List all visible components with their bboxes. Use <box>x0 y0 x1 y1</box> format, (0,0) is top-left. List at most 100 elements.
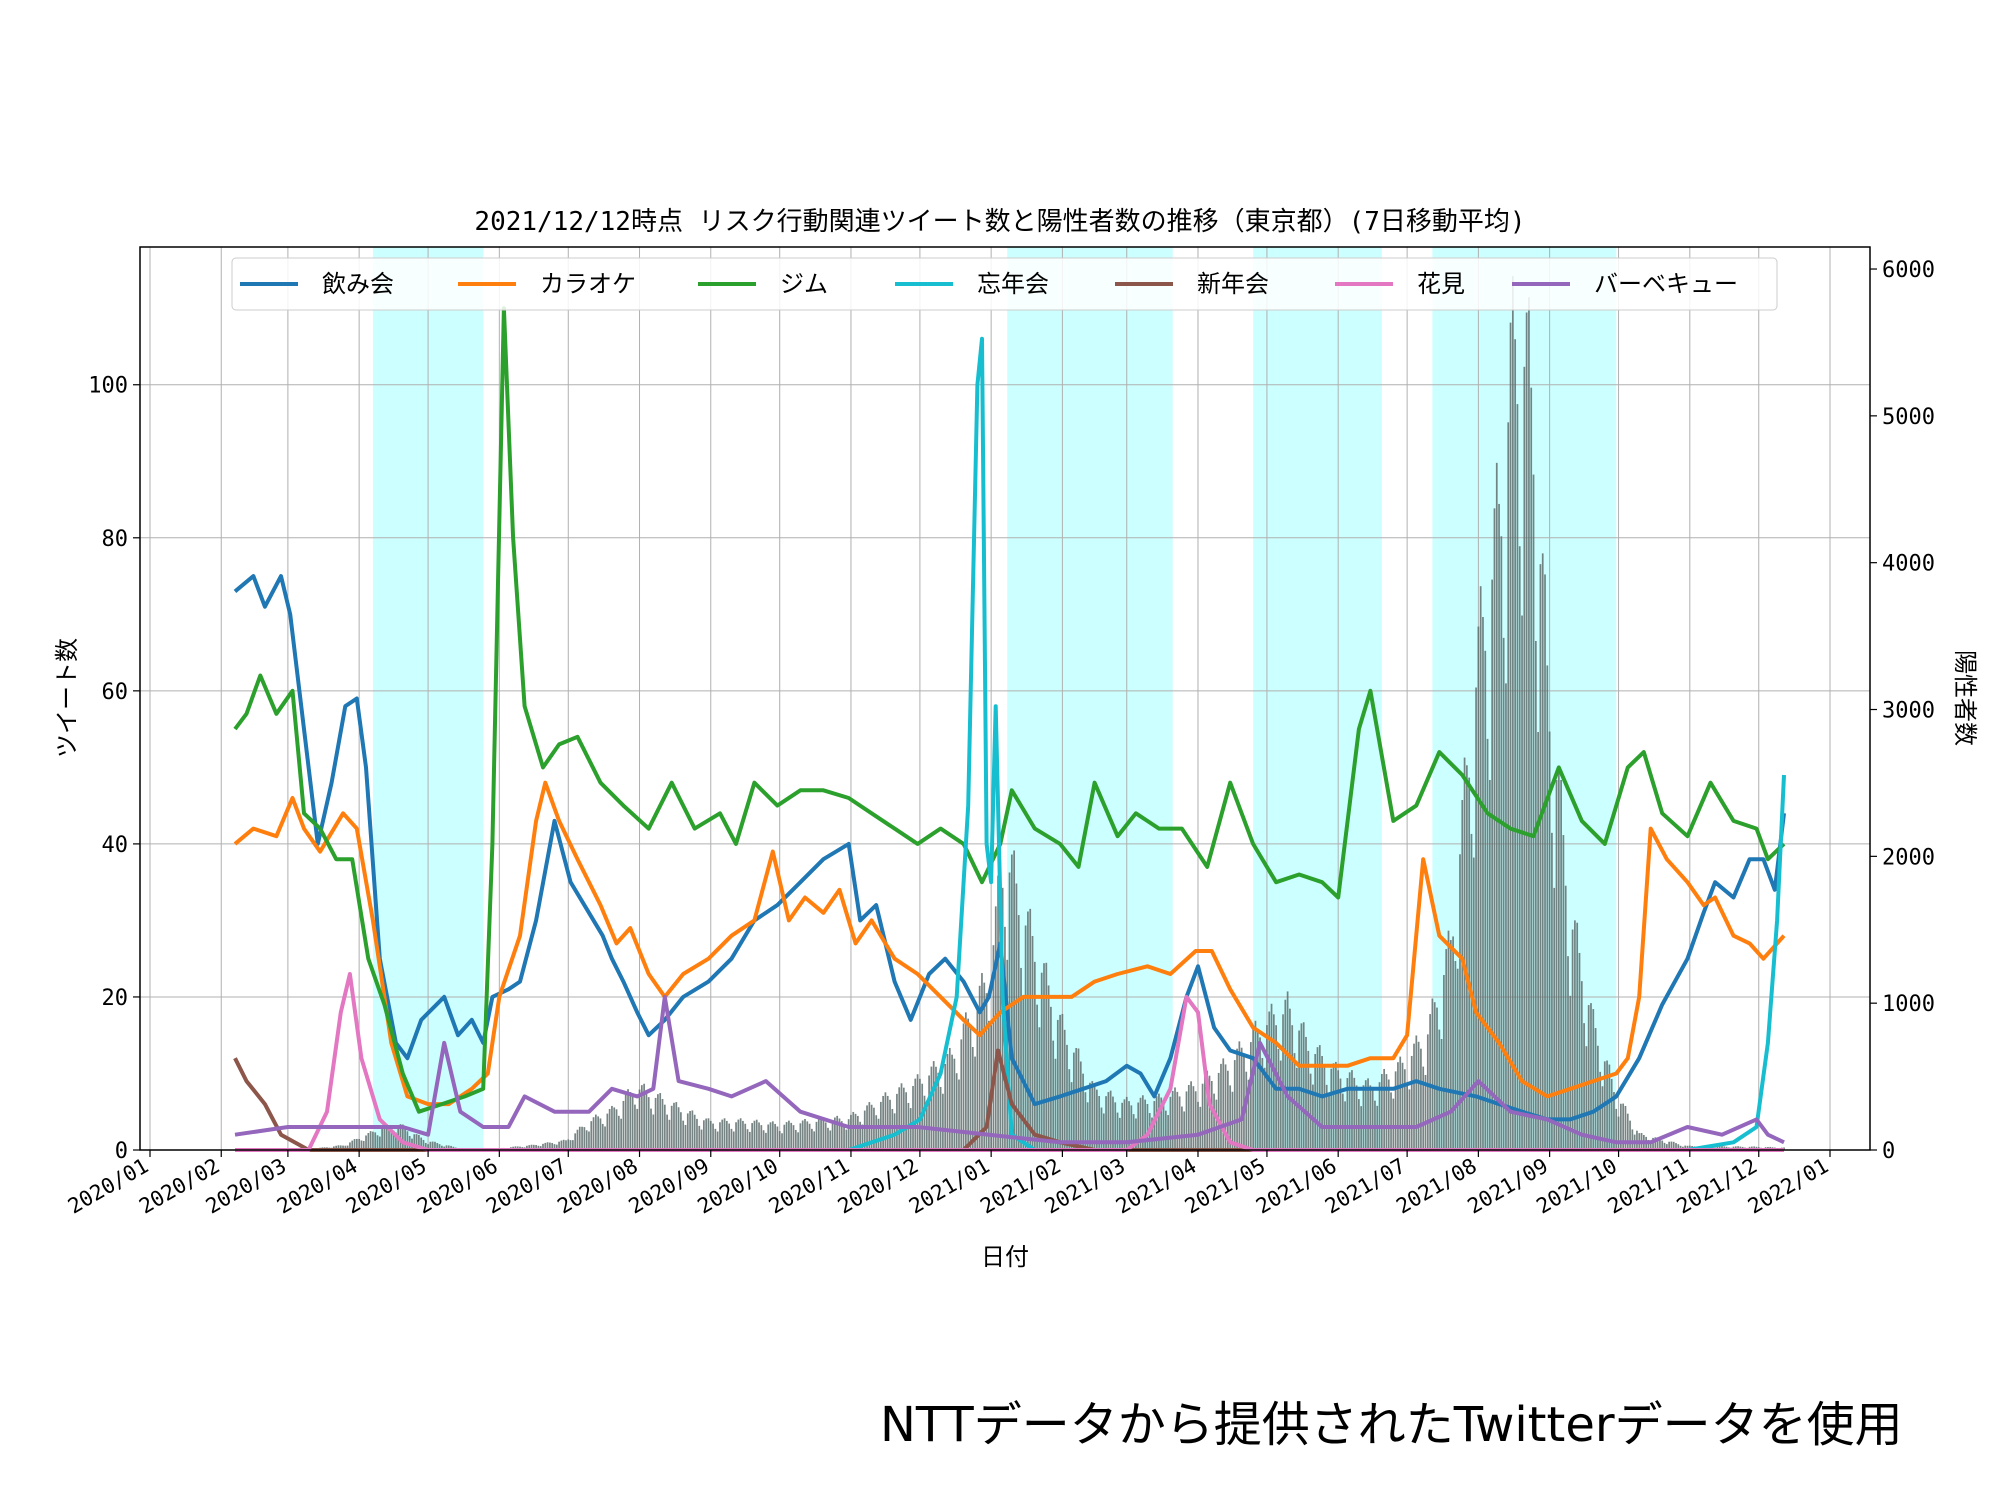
case-bar <box>1507 422 1510 1150</box>
case-bar <box>1132 1114 1135 1150</box>
case-bar <box>1284 999 1287 1150</box>
case-bar <box>845 1129 848 1150</box>
case-bar <box>537 1145 540 1150</box>
case-bar <box>1613 1092 1615 1150</box>
case-bar <box>1511 276 1514 1150</box>
y-axis-label: ツイート数 <box>53 638 81 758</box>
case-bar <box>703 1120 705 1150</box>
case-bar <box>1068 1069 1071 1150</box>
case-bar <box>654 1097 657 1150</box>
case-bar <box>1222 1058 1225 1150</box>
case-bar <box>1054 1058 1057 1150</box>
case-bar <box>1031 935 1034 1150</box>
case-bar <box>549 1142 551 1150</box>
case-bar <box>576 1129 579 1150</box>
case-bar <box>1033 961 1036 1150</box>
case-bar <box>1569 995 1572 1150</box>
legend-label: 飲み会 <box>322 270 394 298</box>
y-axis-left: 0 20 40 60 80 100 <box>88 374 140 1164</box>
case-bar <box>441 1145 443 1150</box>
case-bar <box>843 1126 845 1150</box>
case-bar <box>1649 1141 1652 1150</box>
case-bar <box>859 1121 862 1150</box>
case-bar <box>1121 1102 1124 1150</box>
case-bar <box>599 1118 602 1150</box>
case-bar <box>1272 1014 1275 1150</box>
case-bar <box>344 1145 347 1150</box>
case-bar <box>1328 1094 1330 1150</box>
case-bar <box>1240 1047 1243 1150</box>
case-bar <box>337 1145 340 1150</box>
case-bar <box>1583 1023 1585 1150</box>
case-bar <box>1417 1041 1420 1150</box>
case-bar <box>1454 960 1457 1150</box>
case-bar <box>1238 1041 1241 1150</box>
case-bar <box>792 1125 795 1150</box>
case-bar <box>1059 1014 1061 1150</box>
case-bar <box>1498 503 1500 1150</box>
legend-label: カラオケ <box>540 270 636 298</box>
case-bar <box>1479 586 1482 1150</box>
case-bar <box>728 1123 731 1150</box>
case-bar <box>1008 872 1011 1150</box>
case-bar <box>339 1145 342 1150</box>
case-bar <box>891 1108 894 1150</box>
case-bar <box>737 1119 740 1150</box>
case-bar <box>1337 1070 1340 1150</box>
case-bar <box>781 1133 783 1150</box>
case-bar <box>852 1111 855 1150</box>
case-bar <box>542 1143 544 1150</box>
case-bar <box>560 1140 563 1150</box>
case-bar <box>1128 1101 1130 1150</box>
case-bar <box>1380 1074 1383 1150</box>
case-bar <box>1659 1139 1661 1150</box>
case-bar <box>1541 553 1544 1150</box>
case-bar <box>1594 1028 1597 1150</box>
case-bar <box>914 1078 917 1150</box>
case-bar <box>551 1142 554 1150</box>
case-bar <box>765 1132 767 1150</box>
case-bar <box>1215 1099 1218 1150</box>
case-bar <box>967 1018 970 1150</box>
case-bar <box>1155 1096 1158 1150</box>
case-bar <box>1668 1141 1670 1150</box>
case-bar <box>445 1145 448 1150</box>
x-tick-label: 2022/01 <box>1744 1154 1833 1219</box>
case-bar <box>1459 854 1461 1150</box>
case-bar <box>1622 1103 1625 1150</box>
case-bar <box>861 1124 864 1150</box>
case-bar <box>1077 1048 1080 1150</box>
case-bar <box>751 1123 753 1150</box>
case-bar <box>1783 1147 1785 1150</box>
case-bar <box>1422 1066 1425 1150</box>
case-bar <box>1141 1095 1144 1150</box>
case-bar <box>884 1092 887 1150</box>
x-axis-label: 日付 <box>981 1243 1029 1271</box>
case-bar <box>1197 1101 1199 1150</box>
case-bar <box>1544 574 1546 1150</box>
case-bar <box>585 1130 588 1150</box>
case-bar <box>831 1120 834 1150</box>
case-bar <box>847 1119 850 1150</box>
case-bar <box>748 1131 751 1150</box>
case-bar <box>1013 850 1015 1150</box>
case-bar <box>624 1093 627 1150</box>
case-bar <box>604 1126 606 1150</box>
case-bar <box>714 1128 717 1150</box>
case-bar <box>1047 985 1050 1150</box>
case-bar <box>1295 1067 1298 1150</box>
case-bar <box>889 1099 891 1150</box>
case-bar <box>392 1130 395 1150</box>
case-bar <box>824 1122 827 1150</box>
case-bar <box>620 1118 622 1150</box>
case-bar <box>388 1125 390 1150</box>
case-bar <box>829 1130 832 1150</box>
case-bar <box>994 906 997 1150</box>
case-bar <box>1109 1090 1112 1150</box>
case-bar <box>1525 312 1528 1150</box>
case-bar <box>647 1097 650 1150</box>
case-bar <box>1162 1101 1165 1150</box>
case-bar <box>962 1023 965 1150</box>
case-bar <box>422 1139 425 1150</box>
